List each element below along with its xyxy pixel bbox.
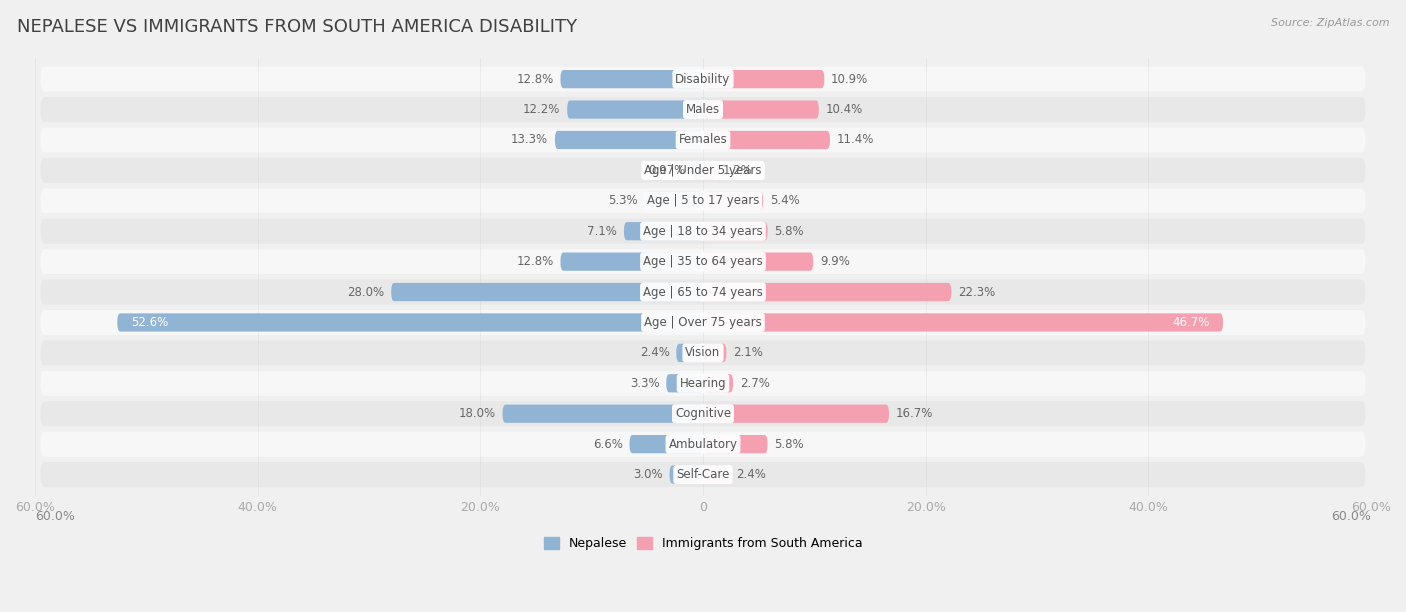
FancyBboxPatch shape — [703, 161, 717, 179]
Text: Disability: Disability — [675, 73, 731, 86]
FancyBboxPatch shape — [703, 405, 889, 423]
FancyBboxPatch shape — [41, 431, 1365, 457]
Text: 18.0%: 18.0% — [458, 407, 496, 420]
FancyBboxPatch shape — [41, 280, 1365, 305]
Text: 2.4%: 2.4% — [640, 346, 669, 359]
Text: 5.3%: 5.3% — [607, 194, 637, 207]
FancyBboxPatch shape — [703, 222, 768, 241]
FancyBboxPatch shape — [41, 188, 1365, 213]
Text: 10.4%: 10.4% — [825, 103, 863, 116]
Text: 2.7%: 2.7% — [740, 377, 769, 390]
FancyBboxPatch shape — [669, 466, 703, 483]
Text: 2.1%: 2.1% — [733, 346, 763, 359]
Text: 46.7%: 46.7% — [1173, 316, 1209, 329]
Text: Age | 18 to 34 years: Age | 18 to 34 years — [643, 225, 763, 237]
FancyBboxPatch shape — [41, 340, 1365, 365]
FancyBboxPatch shape — [41, 371, 1365, 396]
FancyBboxPatch shape — [703, 466, 730, 483]
FancyBboxPatch shape — [703, 192, 763, 210]
FancyBboxPatch shape — [703, 313, 1223, 332]
FancyBboxPatch shape — [703, 374, 733, 392]
FancyBboxPatch shape — [703, 100, 818, 119]
Text: 10.9%: 10.9% — [831, 73, 869, 86]
Text: Males: Males — [686, 103, 720, 116]
FancyBboxPatch shape — [692, 161, 703, 179]
FancyBboxPatch shape — [502, 405, 703, 423]
FancyBboxPatch shape — [567, 100, 703, 119]
FancyBboxPatch shape — [703, 131, 830, 149]
FancyBboxPatch shape — [703, 344, 727, 362]
Text: 12.8%: 12.8% — [516, 255, 554, 268]
FancyBboxPatch shape — [644, 192, 703, 210]
Text: 0.97%: 0.97% — [648, 164, 686, 177]
FancyBboxPatch shape — [624, 222, 703, 241]
Text: 60.0%: 60.0% — [35, 510, 75, 523]
Text: 3.3%: 3.3% — [630, 377, 659, 390]
FancyBboxPatch shape — [703, 283, 952, 301]
Text: 1.2%: 1.2% — [723, 164, 754, 177]
FancyBboxPatch shape — [561, 70, 703, 88]
Text: 12.2%: 12.2% — [523, 103, 561, 116]
Text: 52.6%: 52.6% — [131, 316, 167, 329]
Text: Vision: Vision — [685, 346, 721, 359]
FancyBboxPatch shape — [630, 435, 703, 453]
FancyBboxPatch shape — [676, 344, 703, 362]
Text: Age | 35 to 64 years: Age | 35 to 64 years — [643, 255, 763, 268]
FancyBboxPatch shape — [41, 401, 1365, 426]
FancyBboxPatch shape — [703, 253, 813, 271]
Text: Source: ZipAtlas.com: Source: ZipAtlas.com — [1271, 18, 1389, 28]
Legend: Nepalese, Immigrants from South America: Nepalese, Immigrants from South America — [538, 532, 868, 555]
Text: NEPALESE VS IMMIGRANTS FROM SOUTH AMERICA DISABILITY: NEPALESE VS IMMIGRANTS FROM SOUTH AMERIC… — [17, 18, 576, 36]
FancyBboxPatch shape — [666, 374, 703, 392]
FancyBboxPatch shape — [41, 127, 1365, 152]
FancyBboxPatch shape — [561, 253, 703, 271]
Text: Hearing: Hearing — [679, 377, 727, 390]
Text: Ambulatory: Ambulatory — [668, 438, 738, 450]
Text: 11.4%: 11.4% — [837, 133, 875, 146]
FancyBboxPatch shape — [41, 249, 1365, 274]
Text: 13.3%: 13.3% — [512, 133, 548, 146]
Text: Age | 5 to 17 years: Age | 5 to 17 years — [647, 194, 759, 207]
Text: 3.0%: 3.0% — [633, 468, 662, 481]
Text: 16.7%: 16.7% — [896, 407, 934, 420]
Text: 7.1%: 7.1% — [588, 225, 617, 237]
FancyBboxPatch shape — [41, 67, 1365, 92]
Text: Self-Care: Self-Care — [676, 468, 730, 481]
Text: 28.0%: 28.0% — [347, 286, 385, 299]
FancyBboxPatch shape — [41, 462, 1365, 487]
FancyBboxPatch shape — [703, 70, 824, 88]
Text: 5.4%: 5.4% — [770, 194, 800, 207]
Text: 5.8%: 5.8% — [775, 225, 804, 237]
Text: 5.8%: 5.8% — [775, 438, 804, 450]
Text: 9.9%: 9.9% — [820, 255, 849, 268]
FancyBboxPatch shape — [391, 283, 703, 301]
FancyBboxPatch shape — [117, 313, 703, 332]
Text: Age | Under 5 years: Age | Under 5 years — [644, 164, 762, 177]
Text: Females: Females — [679, 133, 727, 146]
FancyBboxPatch shape — [703, 435, 768, 453]
Text: 2.4%: 2.4% — [737, 468, 766, 481]
FancyBboxPatch shape — [41, 218, 1365, 244]
Text: Age | Over 75 years: Age | Over 75 years — [644, 316, 762, 329]
FancyBboxPatch shape — [41, 310, 1365, 335]
FancyBboxPatch shape — [555, 131, 703, 149]
Text: Cognitive: Cognitive — [675, 407, 731, 420]
Text: 60.0%: 60.0% — [1331, 510, 1371, 523]
Text: Age | 65 to 74 years: Age | 65 to 74 years — [643, 286, 763, 299]
FancyBboxPatch shape — [41, 158, 1365, 183]
Text: 22.3%: 22.3% — [957, 286, 995, 299]
FancyBboxPatch shape — [41, 97, 1365, 122]
Text: 6.6%: 6.6% — [593, 438, 623, 450]
Text: 12.8%: 12.8% — [516, 73, 554, 86]
